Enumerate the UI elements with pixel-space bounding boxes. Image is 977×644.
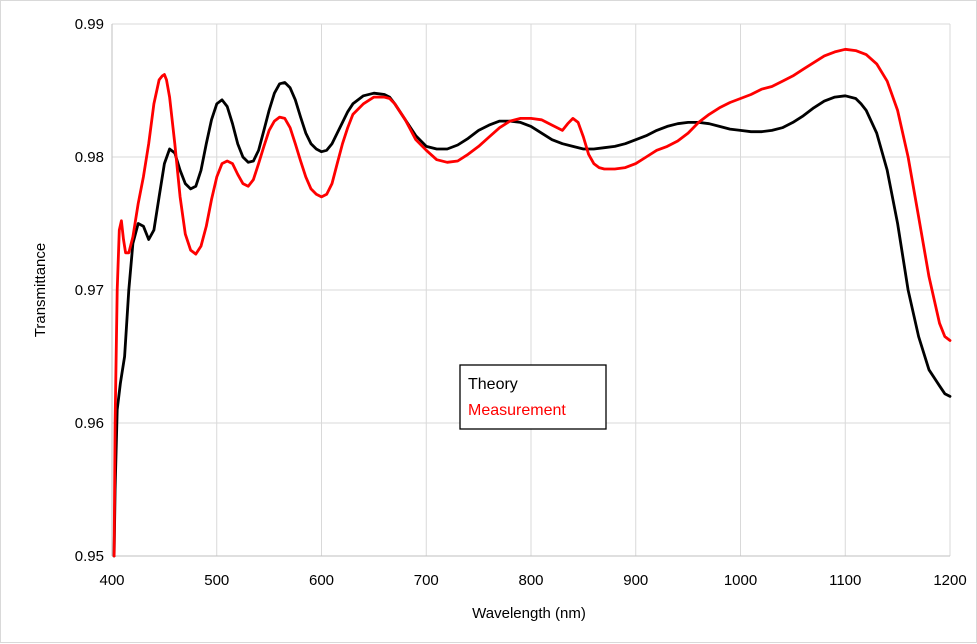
legend: Theory Measurement [459,364,607,430]
gridlines [112,23,951,556]
x-axis-title: Wavelength (nm) [472,605,586,622]
legend-entry-theory: Theory [468,376,518,393]
x-tick-label: 1000 [724,572,757,589]
series-line-measurement [112,47,952,558]
x-tick-label: 600 [309,572,334,589]
x-tick-label: 1200 [933,572,966,589]
x-tick-label: 500 [204,572,229,589]
x-tick-label: 400 [99,572,124,589]
legend-box [459,364,607,430]
x-tick-label: 1100 [829,572,861,589]
y-axis-title: Transmittance [32,243,49,337]
series-lines [112,47,952,558]
x-tick-label: 900 [623,572,648,589]
axes [111,24,950,557]
y-tick-label: 0.95 [75,548,104,565]
tick-labels: 400 500 600 700 800 900 1000 1100 1200 0.95 0.96 0.… [75,16,967,589]
x-tick-label: 700 [414,572,439,589]
y-tick-label: 0.96 [75,415,104,432]
y-tick-label: 0.97 [75,282,104,299]
y-tick-label: 0.98 [75,149,104,166]
series-line-theory [112,81,952,558]
x-tick-label: 800 [518,572,543,589]
legend-entry-measurement: Measurement [468,402,566,419]
y-tick-label: 0.99 [75,16,104,33]
